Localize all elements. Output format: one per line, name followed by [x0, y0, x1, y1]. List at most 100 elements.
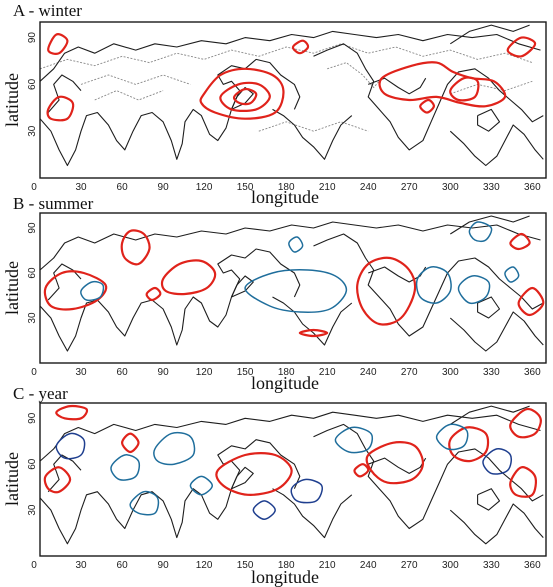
- plot-frame: [39, 212, 547, 364]
- positive-contour: [55, 404, 89, 421]
- coastline-layer: [39, 24, 544, 167]
- y-tick-label: 90: [27, 32, 38, 44]
- x-tick-label: 300: [442, 367, 459, 378]
- coastline: [477, 488, 501, 511]
- x-axis-label: longitude: [251, 373, 319, 393]
- x-tick-label: 330: [483, 182, 500, 193]
- isobar-line: [450, 80, 533, 95]
- coastline: [450, 24, 530, 45]
- negative-contour: [252, 500, 276, 521]
- positive-contour: [121, 432, 140, 454]
- x-tick-label: 120: [196, 182, 213, 193]
- isobar-line: [80, 74, 191, 85]
- coastline-layer: [39, 215, 544, 352]
- panel-summer: B - summer 0 30 60 90 120 150 180 210 240 270 300 3…: [2, 194, 547, 393]
- x-tick-label: 270: [401, 560, 418, 571]
- y-tick-label: 90: [27, 222, 38, 234]
- x-tick-labels: 0 30 60 90 120 150 180 210 240 270 300 330 360: [31, 182, 541, 193]
- coastline: [450, 405, 530, 425]
- x-tick-label: 270: [401, 182, 418, 193]
- panel-title: C - year: [13, 384, 68, 403]
- positive-contour: [46, 95, 75, 122]
- panel-winter: A - winter 0 30 60 90 120 150 180 210 240 270 300 3…: [2, 1, 547, 207]
- negative-contour: [504, 266, 520, 283]
- coastline: [272, 108, 353, 160]
- contour-layer: [43, 404, 542, 521]
- positive-contour: [448, 426, 490, 463]
- x-tick-label: 150: [237, 560, 254, 571]
- coastline: [313, 43, 544, 151]
- x-tick-labels: 0 30 60 90 120 150 180 210 240 270 300 330 360: [31, 367, 541, 378]
- positive-contour: [47, 33, 69, 55]
- x-tick-label: 90: [158, 182, 170, 193]
- coastline: [368, 457, 427, 474]
- negative-contour: [129, 490, 160, 516]
- x-tick-label: 330: [483, 560, 500, 571]
- x-tick-label: 0: [31, 367, 37, 378]
- x-tick-label: 120: [196, 560, 213, 571]
- negative-contour: [482, 447, 512, 475]
- coastline: [39, 248, 301, 352]
- x-tick-label: 180: [278, 367, 295, 378]
- x-tick-label: 0: [31, 560, 37, 571]
- contour-layer: [46, 33, 537, 122]
- positive-contour: [356, 256, 417, 326]
- coastline: [477, 108, 501, 132]
- coastline: [272, 296, 353, 346]
- negative-contour: [80, 280, 105, 302]
- x-tick-label: 210: [319, 367, 336, 378]
- negative-contour: [55, 432, 86, 460]
- coastline: [47, 74, 82, 113]
- coastline: [477, 296, 501, 319]
- positive-contour: [43, 466, 72, 494]
- negative-contour: [110, 454, 141, 481]
- x-axis-label: longitude: [251, 187, 319, 207]
- x-tick-label: 210: [319, 182, 336, 193]
- coastline: [368, 77, 427, 95]
- x-tick-label: 180: [278, 560, 295, 571]
- positive-contour: [509, 466, 537, 498]
- x-tick-label: 120: [196, 367, 213, 378]
- y-tick-labels: 30 60 90: [27, 222, 38, 324]
- x-tick-label: 360: [524, 182, 541, 193]
- positive-contour: [199, 67, 285, 120]
- negative-contour: [334, 426, 374, 454]
- coastline: [449, 311, 544, 352]
- positive-contour: [43, 270, 108, 311]
- y-tick-label: 60: [27, 267, 38, 279]
- coastline: [230, 466, 254, 490]
- isobar-line: [39, 43, 533, 70]
- coastline: [272, 488, 353, 539]
- x-tick-label: 360: [524, 367, 541, 378]
- coastline: [39, 411, 541, 462]
- panel-title: A - winter: [13, 1, 82, 20]
- positive-contour: [353, 463, 370, 478]
- x-tick-label: 60: [117, 182, 129, 193]
- positive-contour: [291, 39, 310, 55]
- x-tick-label: 30: [75, 182, 87, 193]
- y-tick-label: 30: [27, 125, 38, 137]
- contour-layer: [43, 221, 545, 338]
- negative-contour: [290, 478, 323, 504]
- y-axis-label: latitude: [2, 73, 22, 127]
- x-tick-label: 60: [117, 560, 129, 571]
- negative-contour: [415, 266, 452, 304]
- y-tick-label: 60: [27, 458, 38, 470]
- positive-contour: [506, 36, 537, 58]
- x-tick-label: 30: [75, 367, 87, 378]
- coastline: [47, 263, 82, 301]
- y-tick-label: 30: [27, 504, 38, 516]
- x-tick-label: 180: [278, 182, 295, 193]
- isobar-layer: [39, 43, 533, 132]
- positive-contour: [298, 328, 329, 338]
- coastline: [313, 233, 544, 337]
- coastline: [230, 275, 254, 298]
- isobar-line: [327, 62, 383, 89]
- positive-contour: [365, 441, 425, 485]
- positive-contour: [378, 61, 507, 108]
- plot-frame: [39, 402, 547, 557]
- positive-contour: [509, 232, 531, 251]
- negative-contour: [468, 221, 493, 243]
- x-tick-label: 270: [401, 367, 418, 378]
